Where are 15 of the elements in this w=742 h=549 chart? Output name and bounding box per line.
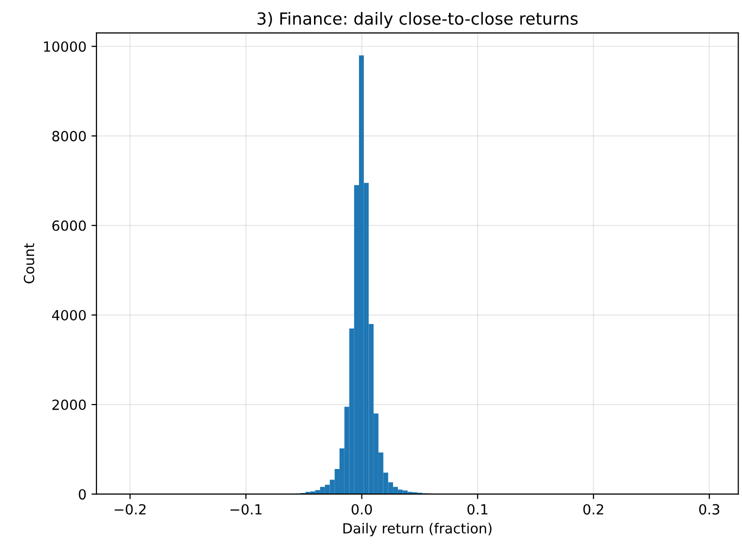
y-tick-label: 2000 (52, 400, 86, 410)
x-tick-label: 0.1 (467, 504, 488, 515)
x-tick-label: 0.3 (699, 504, 720, 515)
y-tick-label: 4000 (52, 310, 86, 320)
x-axis-title: Daily return (fraction) (343, 522, 492, 536)
y-tick-label: 0 (78, 489, 86, 500)
x-tick-label: −0.2 (114, 504, 146, 515)
x-tick-label: 0.0 (352, 504, 372, 515)
x-tick-label: 0.2 (583, 504, 604, 515)
y-tick-label: 10000 (44, 41, 86, 52)
y-tick-label: 6000 (52, 220, 86, 231)
y-tick-label: 8000 (52, 130, 86, 142)
y-axis-title: Count (24, 243, 34, 284)
chart-title: 3) Finance: daily close-to-close returns (258, 12, 578, 28)
x-tick-label: −0.1 (230, 504, 262, 515)
